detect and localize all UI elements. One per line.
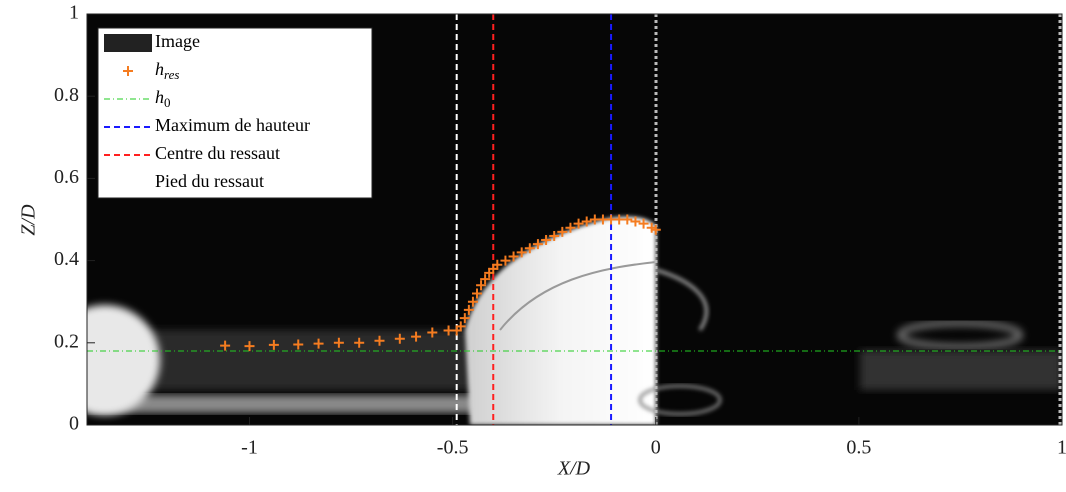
y-tick-label: 0.6	[54, 166, 79, 188]
plot-marks	[87, 14, 1062, 425]
data-point	[220, 340, 231, 351]
y-tick-label: 0.2	[54, 330, 79, 352]
legend-label: h0	[155, 87, 171, 110]
data-point	[313, 338, 324, 349]
data-point	[374, 335, 385, 346]
data-point	[532, 239, 543, 250]
x-tick-label: 0	[651, 437, 661, 459]
legend-box	[97, 27, 373, 199]
y-tick-label: 0	[69, 413, 79, 435]
data-point	[472, 288, 482, 299]
x-tick-label: 1	[1057, 437, 1066, 459]
legend-label: Pied du ressaut	[155, 171, 264, 191]
legend-swatch	[123, 66, 133, 76]
data-point	[459, 313, 470, 324]
data-point	[581, 216, 592, 227]
x-tick-label: -0.5	[437, 437, 469, 459]
data-point	[333, 337, 344, 348]
y-tick-label: 0.8	[54, 84, 79, 106]
legend-label: Centre du ressaut	[155, 143, 280, 163]
plot-frame	[86, 13, 1063, 426]
y-tick-label: 1	[69, 2, 79, 24]
data-point	[549, 230, 560, 241]
data-point	[500, 255, 511, 266]
legend: Image hres h0 Maximum de hauteur Centre du r…	[97, 27, 373, 199]
data-point	[622, 214, 633, 225]
x-tick-label: -1	[241, 437, 258, 459]
data-point	[455, 321, 466, 332]
data-point	[573, 218, 584, 229]
legend-label: hres	[155, 59, 179, 82]
axes: -1 -0.5 0 0.5 1 0 0.2 0.4 0.6 0.8 1	[54, 2, 1066, 459]
data-point	[541, 235, 552, 246]
data-point	[516, 247, 527, 258]
data-point	[630, 216, 641, 227]
data-point	[293, 339, 304, 350]
x-tick-label: 0.5	[846, 437, 871, 459]
data-point	[467, 296, 478, 307]
data-point	[394, 333, 405, 344]
data-point	[411, 331, 422, 342]
legend-swatch	[104, 34, 152, 52]
legend-label: Image	[155, 31, 200, 51]
data-point	[244, 341, 255, 352]
data-point	[565, 222, 576, 233]
data-point	[524, 243, 535, 254]
data-point	[650, 224, 661, 235]
legend-label: Maximum de hauteur	[155, 115, 310, 135]
data-point	[492, 259, 503, 270]
data-point	[638, 218, 649, 229]
data-point	[476, 280, 487, 291]
data-point	[463, 304, 474, 315]
y-tick-label: 0.4	[54, 248, 79, 270]
y-axis-label: Z/D	[18, 204, 40, 236]
x-axis-label: X/D	[557, 458, 591, 480]
data-point	[354, 337, 365, 348]
data-point	[557, 226, 568, 237]
data-point	[508, 251, 519, 262]
data-point	[268, 339, 279, 350]
data-point	[480, 274, 491, 285]
data-point	[427, 327, 438, 338]
